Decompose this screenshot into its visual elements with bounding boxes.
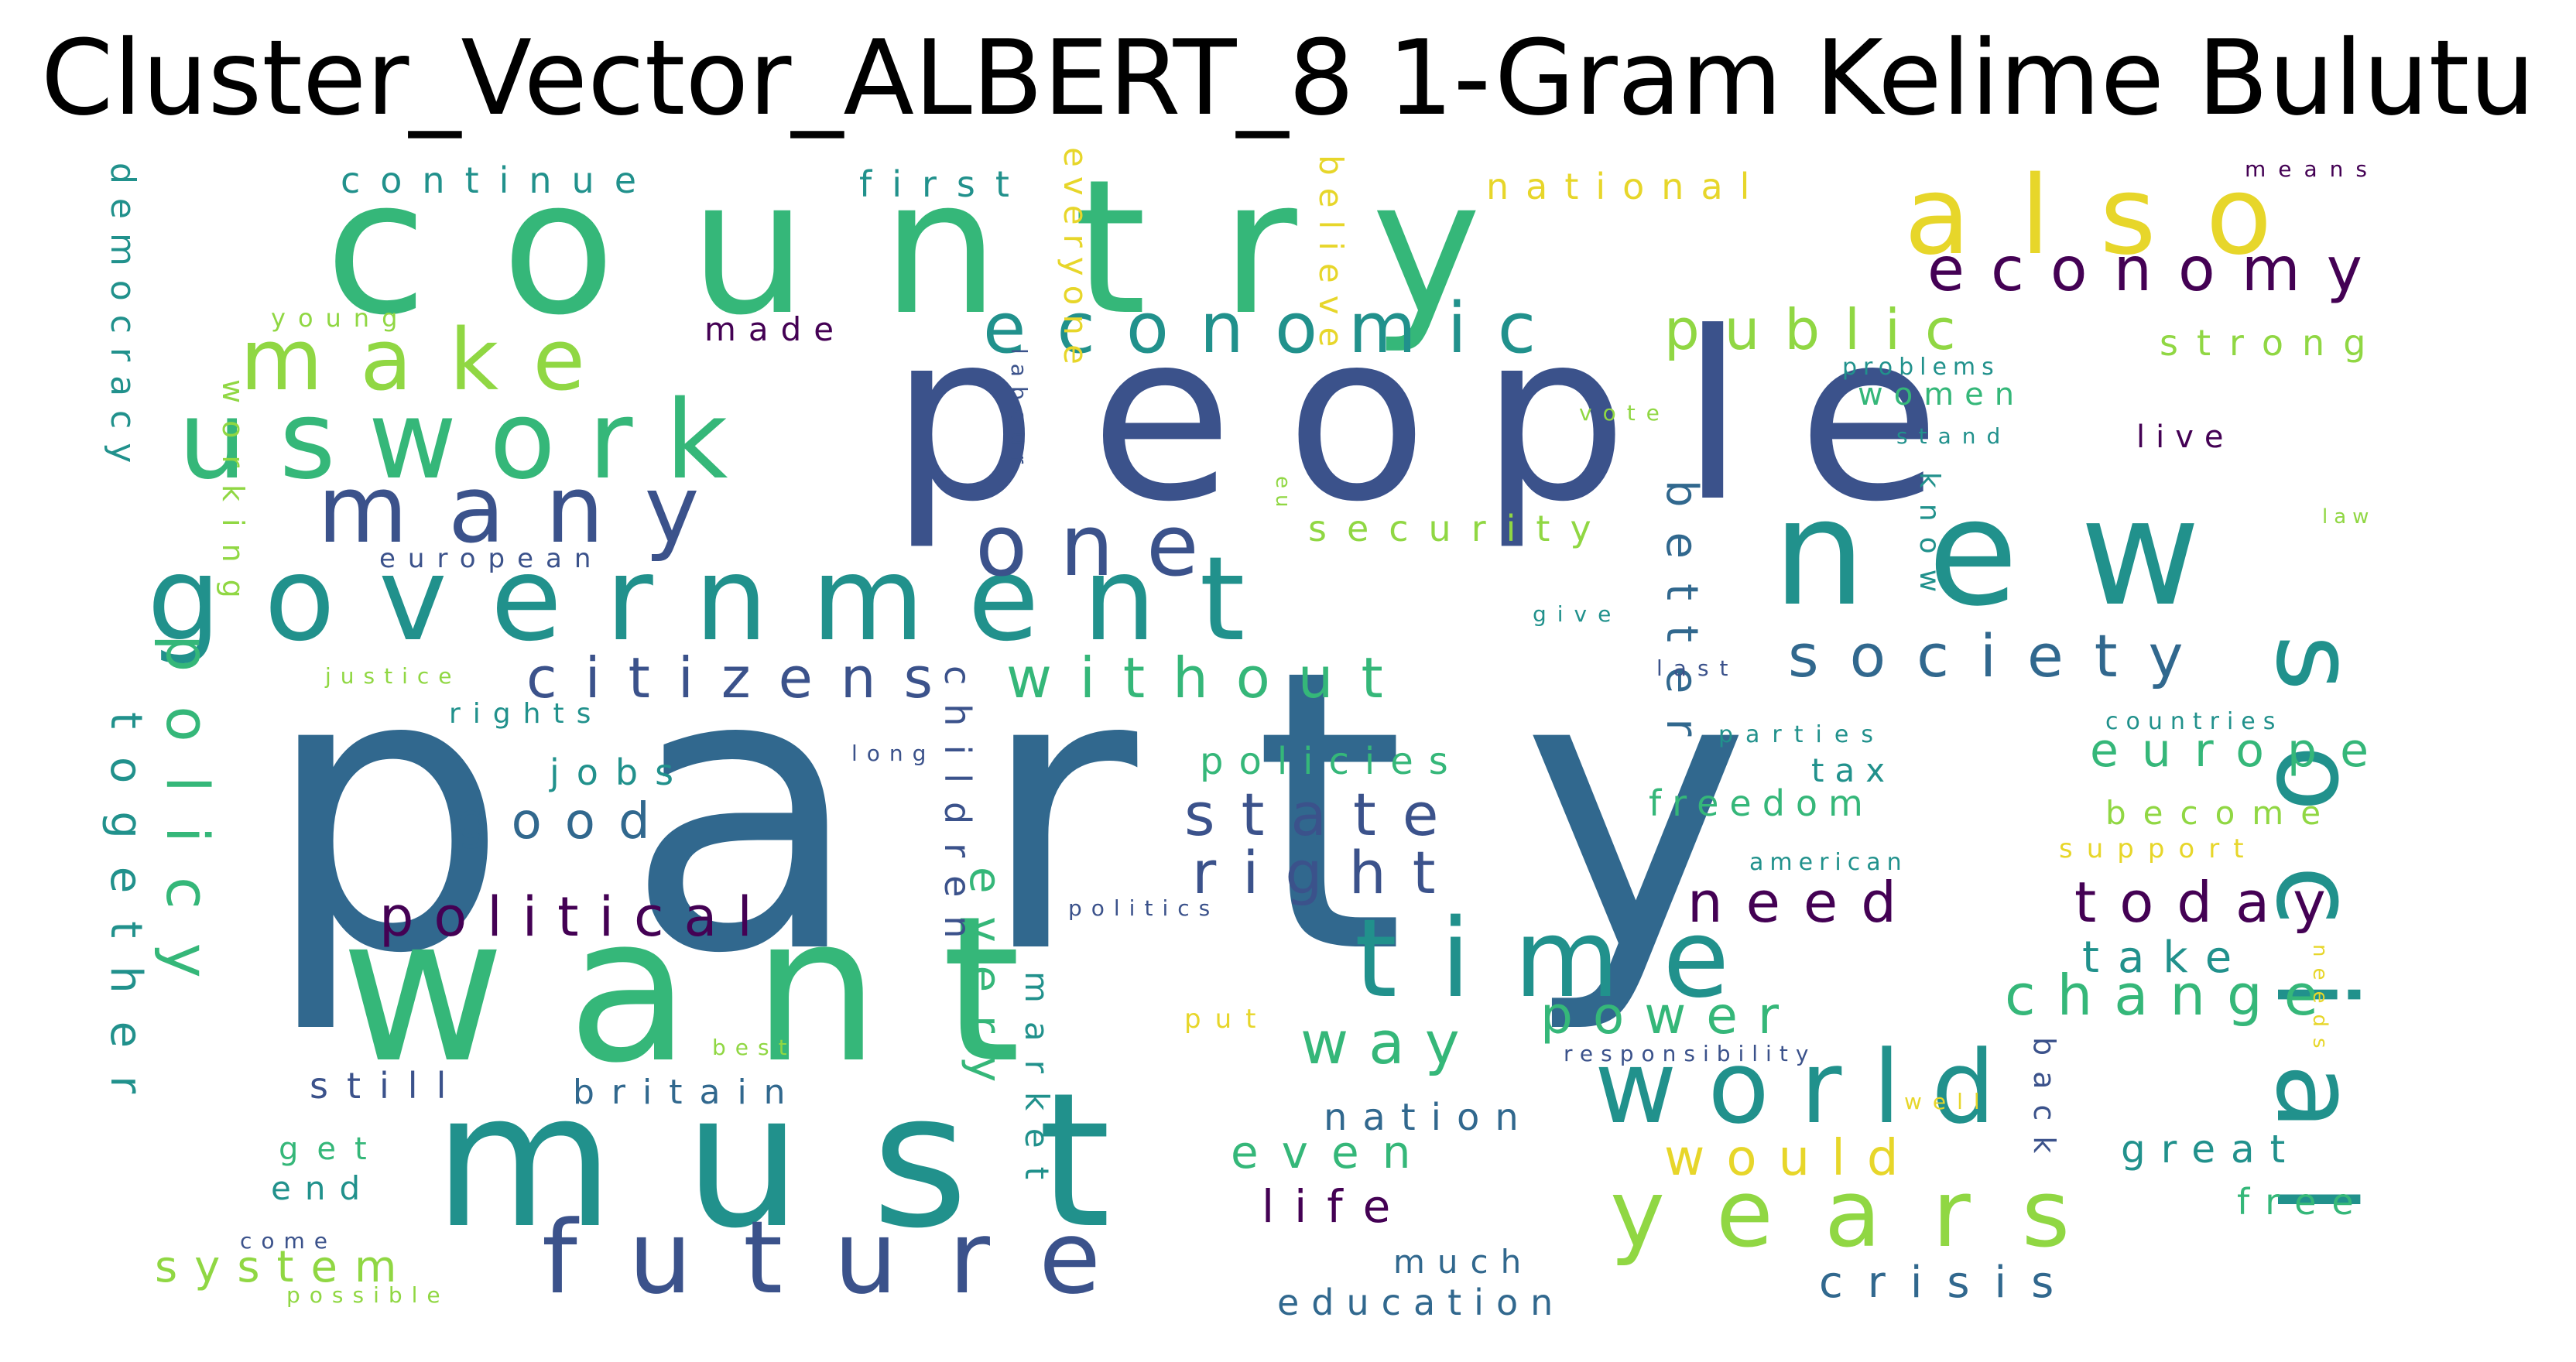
word-party: party <box>263 587 1867 1038</box>
word-society: society <box>1788 621 2215 690</box>
word-political: political <box>379 885 772 949</box>
word-stand: stand <box>1896 423 2012 449</box>
word-believe: believe <box>1312 155 1350 360</box>
word-better: better <box>1656 480 1707 761</box>
word-new: new <box>1773 467 2263 638</box>
word-well: well <box>1904 1089 1991 1114</box>
word-support: support <box>2059 833 2258 864</box>
word-also: also <box>1904 153 2322 279</box>
word-time: time <box>1355 896 1773 1022</box>
word-future: future <box>542 1199 1153 1316</box>
word-system: system <box>155 1242 414 1292</box>
word-strong: strong <box>2160 322 2385 364</box>
word-means: means <box>2245 156 2379 182</box>
word-made: made <box>704 310 847 348</box>
word-britain: britain <box>573 1073 803 1112</box>
word-uswork: uswork <box>178 378 761 504</box>
word-crisis: crisis <box>1819 1258 2079 1308</box>
word-state: state <box>1184 780 1465 849</box>
word-education: education <box>1277 1282 1566 1323</box>
chart-title: Cluster_Vector_ALBERT_8 1-Gram Kelime Bu… <box>40 18 2536 139</box>
word-problems: problems <box>1842 354 2000 381</box>
word-american: american <box>1749 849 1908 876</box>
word-justice: justice <box>325 663 461 689</box>
word-know: know <box>1913 472 1945 608</box>
word-long: long <box>851 741 936 766</box>
word-policy: policy <box>153 635 222 1012</box>
word-possible: possible <box>286 1282 450 1308</box>
word-give: give <box>1533 601 1622 627</box>
word-one: one <box>975 496 1231 595</box>
word-europe: europe <box>2090 724 2392 778</box>
word-market: market <box>1018 971 1056 1199</box>
word-change: change <box>2005 963 2340 1028</box>
word-rights: rights <box>449 698 604 730</box>
word-nation: nation <box>1324 1096 1534 1139</box>
word-eu: eu <box>1271 476 1294 514</box>
word-freedom: freedom <box>1649 782 1874 824</box>
word-end: end <box>271 1169 375 1207</box>
word-good: good <box>457 793 673 850</box>
word-many: many <box>317 457 740 564</box>
word-back: back <box>2027 1037 2061 1169</box>
word-continue: continue <box>341 159 657 201</box>
word-get: get <box>279 1131 385 1167</box>
word-every: every <box>960 867 1010 1106</box>
word-today: today <box>2074 870 2349 935</box>
word-women: women <box>1858 377 2026 412</box>
word-security: security <box>1308 508 1612 549</box>
word-country: country <box>325 139 1556 356</box>
word-citizens: citizens <box>526 645 961 710</box>
word-make: make <box>240 310 623 409</box>
word-economy: economy <box>1927 235 2389 305</box>
word-live: live <box>2136 419 2235 455</box>
word-parties: parties <box>1718 721 1886 748</box>
word-economic: economic <box>983 288 1567 369</box>
word-still: still <box>310 1065 465 1107</box>
word-government: government <box>147 532 1289 667</box>
word-people: people <box>890 282 1993 553</box>
word-vote: vote <box>1579 400 1670 426</box>
word-become: become <box>2105 794 2338 832</box>
word-last: last <box>1656 655 1739 681</box>
word-take: take <box>2082 933 2251 983</box>
word-young: young <box>271 303 410 333</box>
word-best: best <box>712 1035 796 1060</box>
word-tax: tax <box>1811 751 1896 789</box>
word-jobs: jobs <box>550 751 691 793</box>
word-world: world <box>1595 1028 2026 1146</box>
word-put: put <box>1184 1004 1270 1035</box>
word-free: free <box>2237 1181 2369 1223</box>
word-countries: countries <box>2105 708 2283 735</box>
word-much: much <box>1393 1243 1534 1281</box>
word-years: years <box>1610 1161 2122 1268</box>
word-law: law <box>2322 505 2376 529</box>
word-power: power <box>1540 986 1799 1045</box>
word-democracy: democracy <box>103 163 142 477</box>
word-would: would <box>1664 1130 1920 1187</box>
word-needs: needs <box>2308 944 2331 1059</box>
word-european: european <box>379 543 604 574</box>
word-responsibility: responsibility <box>1564 1041 1817 1066</box>
word-even: even <box>1231 1126 1434 1179</box>
word-together: together <box>101 712 151 1122</box>
word-labour: labour <box>1006 348 1032 474</box>
word-way: way <box>1300 1008 1480 1077</box>
word-need: need <box>1687 870 1920 935</box>
word-without: without <box>1006 645 1411 710</box>
word-come: come <box>240 1228 337 1254</box>
word-great: great <box>2121 1127 2301 1172</box>
word-first: first <box>859 163 1029 205</box>
word-life: life <box>1262 1180 1411 1233</box>
word-must: must <box>433 1052 1181 1269</box>
word-want: want <box>341 874 1083 1107</box>
word-national: national <box>1486 166 1767 207</box>
word-public: public <box>1664 297 1981 362</box>
word-working: working <box>216 379 250 615</box>
word-politics: politics <box>1068 895 1220 921</box>
word-right: right <box>1192 838 1462 907</box>
word-everyone: everyone <box>1057 147 1094 374</box>
word-policies: policies <box>1200 740 1464 783</box>
